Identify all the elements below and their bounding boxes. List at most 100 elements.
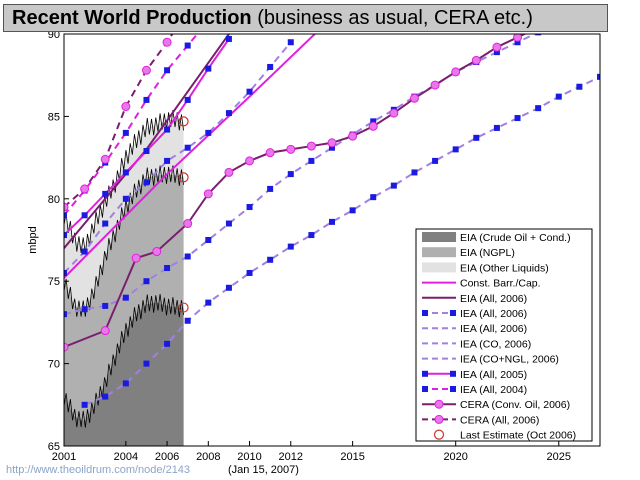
monthly-crude-line <box>64 293 184 428</box>
legend-label-0: EIA (Crude Oil + Cond.) <box>460 232 571 244</box>
series-7-point-4 <box>183 219 193 229</box>
series-2-point-8 <box>225 110 232 117</box>
series-3-point-4 <box>164 340 171 347</box>
series-3-point-9 <box>267 256 274 263</box>
series-2-point-9 <box>246 88 253 95</box>
series-4-point-12 <box>308 157 315 164</box>
series-3-point-10 <box>287 243 294 250</box>
last-estimate-point-2 <box>178 116 189 127</box>
legend-marker-12 <box>434 414 444 424</box>
series-4-point-2 <box>102 302 109 309</box>
series-7-point-12 <box>348 131 358 141</box>
legend-marker-9-b <box>450 370 456 377</box>
x-tick-label-5: 2012 <box>279 451 303 463</box>
series-3-point-2 <box>122 380 129 387</box>
axes-frame <box>63 33 601 447</box>
series-7-point-20 <box>513 34 523 42</box>
legend-label-8: IEA (CO+NGL, 2006) <box>460 354 559 366</box>
legend-marker-13 <box>433 429 445 440</box>
legend-label-13: Last Estimate (Oct 2006) <box>460 430 576 442</box>
series-3-point-1 <box>102 393 109 400</box>
series-3-point-11 <box>308 232 315 239</box>
series-3-point-16 <box>411 169 418 176</box>
y-axis-label: mbpd <box>27 226 39 254</box>
series-5-point-0 <box>64 232 67 239</box>
series-4-point-21 <box>493 49 500 56</box>
series-3-point-17 <box>432 157 439 164</box>
series-7-point-17 <box>451 67 461 77</box>
series-7-point-8 <box>265 148 275 158</box>
series-8-point-3 <box>121 102 131 112</box>
legend-marker-11 <box>434 399 444 409</box>
series-4-point-4 <box>143 278 150 285</box>
series-2-point-3 <box>122 195 129 202</box>
legend-label-7: IEA (CO, 2006) <box>460 338 531 350</box>
series-3-point-24 <box>576 83 583 90</box>
series-line-4 <box>64 34 538 316</box>
series-4-point-11 <box>287 171 294 178</box>
legend-label-5: IEA (All, 2006) <box>460 308 527 320</box>
series-2-point-11 <box>287 39 294 46</box>
series-6-point-6 <box>184 42 191 49</box>
legend: EIA (Crude Oil + Cond.) EIA (NGPL) EIA (Ot… <box>415 228 593 442</box>
series-3-point-6 <box>205 299 212 306</box>
series-7-point-15 <box>409 93 419 103</box>
legend-marker-10-a <box>422 386 428 392</box>
series-7-point-18 <box>471 55 481 65</box>
x-tick-label-0: 2001 <box>52 451 76 463</box>
series-4-point-6 <box>184 253 191 260</box>
series-4-point-22 <box>514 39 521 46</box>
y-tick-label-5: 90 <box>48 29 60 41</box>
title-subtitle: (business as usual, CERA etc.) <box>251 7 533 29</box>
series-2-point-0 <box>64 269 67 276</box>
series-4-point-3 <box>122 294 129 301</box>
x-tick-label-4: 2010 <box>237 451 261 463</box>
legend-label-12: CERA (All, 2006) <box>460 414 539 426</box>
series-4-point-9 <box>246 204 253 211</box>
series-7-point-9 <box>286 144 296 154</box>
title-bold: Recent World Production <box>12 7 252 29</box>
series-3-point-18 <box>452 146 459 153</box>
series-3-point-3 <box>143 360 150 367</box>
series-7-point-5 <box>203 189 213 199</box>
series-6-point-3 <box>122 129 129 136</box>
series-3-point-12 <box>329 218 335 225</box>
series-7-point-11 <box>327 138 337 148</box>
legend-label-10: IEA (All, 2004) <box>460 384 527 396</box>
last-estimate-point-1 <box>178 172 189 183</box>
series-8-point-5 <box>162 37 172 47</box>
legend-marker-10-b <box>450 386 456 392</box>
x-tick-label-2: 2006 <box>155 451 179 463</box>
series-3-point-15 <box>390 182 397 189</box>
x-tick-label-7: 2020 <box>443 451 467 463</box>
series-7-point-6 <box>224 167 234 177</box>
y-tick-label-3: 80 <box>48 194 60 206</box>
legend-marker-5-b <box>450 310 456 316</box>
series-3-point-20 <box>493 124 500 131</box>
series-7-point-7 <box>245 156 255 166</box>
series-8-point-1 <box>80 184 90 194</box>
series-8-point-2 <box>100 154 110 164</box>
series-4-point-7 <box>205 237 212 243</box>
series-5-point-7 <box>205 65 212 72</box>
series-7-point-10 <box>306 141 316 151</box>
series-2-point-2 <box>102 220 109 227</box>
series-4-point-1 <box>81 306 88 313</box>
series-8-point-4 <box>141 65 151 75</box>
series-3-point-8 <box>246 269 253 276</box>
series-7-point-0 <box>64 342 69 352</box>
legend-label-6: IEA (All, 2006) <box>460 323 527 335</box>
series-7-point-16 <box>430 80 440 90</box>
series-5-point-3 <box>122 169 129 176</box>
series-4-point-23 <box>535 34 542 36</box>
x-tick-label-3: 2008 <box>196 451 220 463</box>
legend-label-2: EIA (Other Liquids) <box>460 262 549 274</box>
series-line-3 <box>84 75 600 406</box>
series-3-point-22 <box>535 105 542 112</box>
plot-area <box>64 34 600 446</box>
legend-label-9: IEA (All, 2005) <box>460 369 527 381</box>
series-3-point-19 <box>473 134 480 141</box>
x-tick-label-1: 2004 <box>114 451 138 463</box>
series-6-point-5 <box>164 67 171 74</box>
